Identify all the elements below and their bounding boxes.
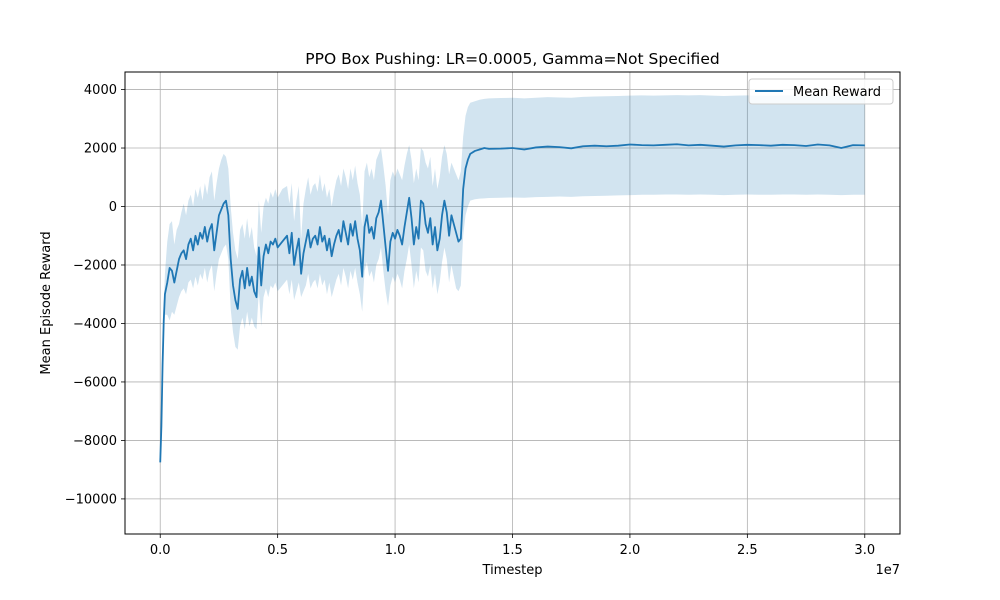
y-tick-label: 4000 <box>84 83 117 98</box>
std-band <box>160 95 865 463</box>
y-tick-label: −4000 <box>73 317 117 332</box>
x-tick-label: 1.5 <box>502 543 523 558</box>
std-band-area <box>160 95 865 463</box>
y-tick-label: −8000 <box>73 434 117 449</box>
x-axis-label: Timestep <box>482 563 543 578</box>
y-tick-label: 0 <box>109 200 117 215</box>
x-axis-offset-label: 1e7 <box>875 563 900 578</box>
x-tick-label: 3.0 <box>854 543 875 558</box>
y-axis-ticks: −10000 −8000 −6000 −4000 −2000 0 2000 4000 <box>65 83 125 507</box>
y-tick-label: −6000 <box>73 375 117 390</box>
x-axis-ticks: 0.0 0.5 1.0 1.5 2.0 2.5 3.0 <box>150 534 875 558</box>
y-tick-label: −2000 <box>73 258 117 273</box>
y-axis-label: Mean Episode Reward <box>39 231 54 374</box>
x-tick-label: 2.0 <box>620 543 641 558</box>
x-tick-label: 2.5 <box>737 543 758 558</box>
chart-title: PPO Box Pushing: LR=0.0005, Gamma=Not Sp… <box>305 50 719 68</box>
legend: Mean Reward <box>748 78 894 105</box>
legend-box <box>748 78 894 105</box>
legend-label-mean-reward: Mean Reward <box>793 85 881 100</box>
mean-line <box>159 143 865 463</box>
x-tick-label: 0.5 <box>267 543 288 558</box>
x-tick-label: 0.0 <box>150 543 171 558</box>
y-tick-label: 2000 <box>84 142 117 157</box>
mean-reward-line <box>159 143 865 463</box>
y-tick-label: −10000 <box>65 492 117 507</box>
x-tick-label: 1.0 <box>385 543 406 558</box>
